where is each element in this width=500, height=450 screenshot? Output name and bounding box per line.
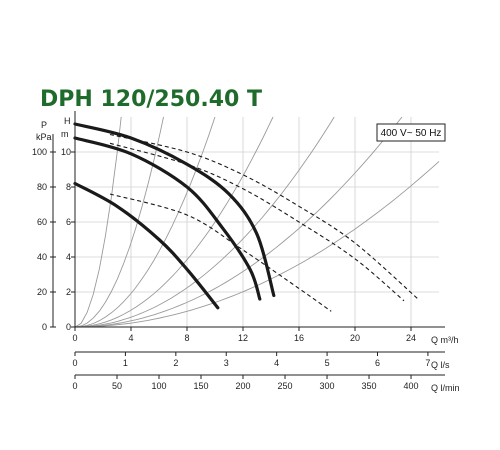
x-tick-label: 350	[362, 381, 377, 391]
system-curve	[74, 116, 274, 328]
x-axis-label: Q l/min	[431, 383, 460, 393]
y-left-tick-label: 80	[37, 182, 47, 192]
y-left-tick-label: 20	[37, 287, 47, 297]
x-tick-label: 150	[193, 381, 208, 391]
x-tick-label: 0	[72, 358, 77, 368]
pump-curve-1	[73, 122, 276, 298]
x-tick-label: 16	[294, 333, 304, 343]
x-tick-label: 12	[238, 333, 248, 343]
y-left-tick-label: 0	[42, 322, 47, 332]
x-tick-label: 0	[72, 333, 77, 343]
y-right-tick-label: 6	[66, 217, 71, 227]
system-curve	[74, 116, 164, 328]
x-tick-label: 5	[325, 358, 330, 368]
y-right-tick-label: 0	[66, 322, 71, 332]
y-left-tick-label: 100	[32, 147, 47, 157]
voltage-badge: 400 V~ 50 Hz	[376, 123, 446, 142]
x-tick-label: 0	[72, 381, 77, 391]
x-tick-label: 3	[224, 358, 229, 368]
x-tick-label: 200	[235, 381, 250, 391]
x-tick-label: 4	[128, 333, 133, 343]
x-tick-label: 7	[425, 358, 430, 368]
x-tick-label: 100	[151, 381, 166, 391]
efficiency-curve-1	[109, 133, 419, 300]
x-axis-label: Q m³/h	[431, 335, 459, 345]
y-right-tick-label: 10	[61, 147, 71, 157]
y-left-unit: kPa	[36, 132, 52, 142]
y-left-label: P	[41, 120, 47, 130]
voltage-badge-text: 400 V~ 50 Hz	[381, 128, 442, 139]
x-tick-label: 24	[406, 333, 416, 343]
x-tick-label: 2	[173, 358, 178, 368]
system-curves	[74, 116, 440, 328]
y-left-tick-label: 60	[37, 217, 47, 227]
system-curve	[74, 116, 403, 328]
axes	[50, 111, 445, 379]
system-curve	[75, 161, 440, 328]
efficiency-curve-3	[109, 193, 332, 312]
efficiency-curve-2	[109, 142, 405, 302]
pump-curve-2	[73, 136, 262, 301]
x-tick-label: 300	[320, 381, 335, 391]
pump-curves	[73, 122, 276, 310]
y-left-tick-label: 40	[37, 252, 47, 262]
y-right-tick-label: 8	[66, 182, 71, 192]
x-tick-label: 8	[184, 333, 189, 343]
x-tick-label: 1	[123, 358, 128, 368]
y-right-unit: m	[61, 129, 69, 139]
x-axis-label: Q l/s	[431, 360, 450, 370]
x-tick-label: 50	[112, 381, 122, 391]
efficiency-curves	[109, 133, 419, 312]
y-right-tick-label: 4	[66, 252, 71, 262]
y-right-label: H	[64, 116, 71, 126]
x-tick-label: 4	[274, 358, 279, 368]
system-curve	[74, 116, 122, 328]
x-tick-label: 20	[350, 333, 360, 343]
chart-title: DPH 120/250.40 T	[40, 87, 262, 112]
x-tick-label: 400	[404, 381, 419, 391]
system-curve	[74, 116, 335, 328]
x-tick-label: 250	[278, 381, 293, 391]
y-right-tick-label: 2	[66, 287, 71, 297]
pump-curve-3	[73, 181, 220, 310]
x-tick-label: 6	[375, 358, 380, 368]
